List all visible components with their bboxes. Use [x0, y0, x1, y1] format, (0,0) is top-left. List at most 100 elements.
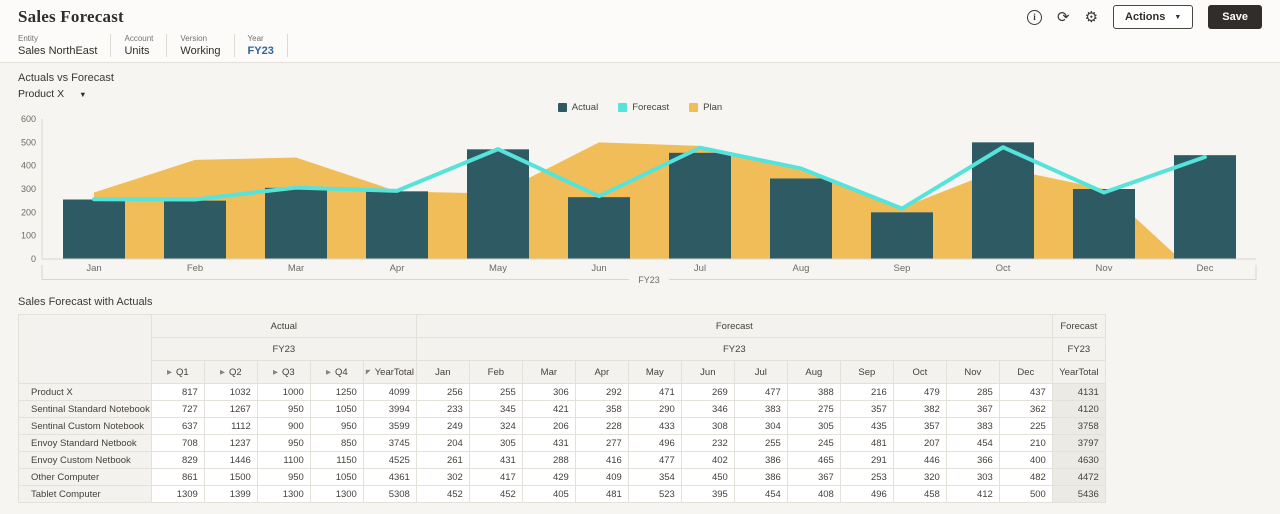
grid-cell[interactable]: 386: [733, 451, 788, 469]
grid-cell[interactable]: 4525: [362, 451, 417, 469]
grid-cell[interactable]: 1309: [150, 485, 205, 503]
actual-bar-aug[interactable]: [770, 178, 832, 260]
grid-cell[interactable]: 523: [627, 485, 682, 503]
grid-cell[interactable]: 288: [521, 451, 576, 469]
grid-cell[interactable]: 1300: [256, 485, 311, 503]
grid-cell[interactable]: 228: [574, 417, 629, 435]
grid-cell[interactable]: 1050: [309, 400, 364, 418]
grid-cell[interactable]: 496: [627, 434, 682, 452]
grid-cell[interactable]: 1500: [203, 468, 258, 486]
grid-cell[interactable]: 408: [786, 485, 841, 503]
grid-cell[interactable]: 4120: [1051, 400, 1106, 418]
actions-button[interactable]: Actions ▼: [1113, 5, 1194, 29]
grid-cell[interactable]: 232: [680, 434, 735, 452]
grid-cell[interactable]: 225: [998, 417, 1053, 435]
grid-cell[interactable]: 1237: [203, 434, 258, 452]
grid-cell[interactable]: 206: [521, 417, 576, 435]
grid-cell[interactable]: 306: [521, 383, 576, 401]
grid-cell[interactable]: 3745: [362, 434, 417, 452]
grid-cell[interactable]: 4361: [362, 468, 417, 486]
pov-item-version[interactable]: Version Working: [167, 34, 235, 57]
column-header-q2[interactable]: ▶ Q2: [203, 360, 258, 384]
grid-cell[interactable]: 285: [945, 383, 1000, 401]
grid-cell[interactable]: 412: [945, 485, 1000, 503]
actual-bar-feb[interactable]: [164, 200, 226, 259]
grid-cell[interactable]: 1112: [203, 417, 258, 435]
actual-bar-nov[interactable]: [1073, 189, 1135, 259]
grid-cell[interactable]: 324: [468, 417, 523, 435]
info-icon[interactable]: i: [1026, 9, 1042, 25]
grid-cell[interactable]: 367: [786, 468, 841, 486]
grid-cell[interactable]: 435: [839, 417, 894, 435]
grid-cell[interactable]: 304: [733, 417, 788, 435]
grid-cell[interactable]: 637: [150, 417, 205, 435]
grid-cell[interactable]: 477: [733, 383, 788, 401]
actual-bar-jun[interactable]: [568, 197, 630, 259]
pov-item-year[interactable]: Year FY23: [235, 34, 288, 57]
grid-cell[interactable]: 204: [415, 434, 470, 452]
row-header-envoy-standard-netbook[interactable]: Envoy Standard Netbook: [18, 434, 152, 452]
column-header-q1[interactable]: ▶ Q1: [150, 360, 205, 384]
grid-cell[interactable]: 1032: [203, 383, 258, 401]
actual-bar-jul[interactable]: [669, 152, 731, 259]
grid-cell[interactable]: 261: [415, 451, 470, 469]
grid-cell[interactable]: 409: [574, 468, 629, 486]
grid-cell[interactable]: 386: [733, 468, 788, 486]
actual-bar-dec[interactable]: [1174, 155, 1236, 259]
grid-cell[interactable]: 245: [786, 434, 841, 452]
grid-cell[interactable]: 358: [574, 400, 629, 418]
grid-cell[interactable]: 402: [680, 451, 735, 469]
grid-cell[interactable]: 479: [892, 383, 947, 401]
legend-item-forecast[interactable]: Forecast: [618, 102, 669, 113]
grid-cell[interactable]: 383: [733, 400, 788, 418]
product-selector[interactable]: Product X ▼: [18, 88, 87, 100]
grid-cell[interactable]: 269: [680, 383, 735, 401]
grid-cell[interactable]: 5308: [362, 485, 417, 503]
grid-cell[interactable]: 4472: [1051, 468, 1106, 486]
actual-bar-jan[interactable]: [63, 199, 125, 260]
grid-cell[interactable]: 233: [415, 400, 470, 418]
grid-cell[interactable]: 431: [468, 451, 523, 469]
grid-cell[interactable]: 256: [415, 383, 470, 401]
grid-cell[interactable]: 4630: [1051, 451, 1106, 469]
grid-cell[interactable]: 850: [309, 434, 364, 452]
grid-cell[interactable]: 382: [892, 400, 947, 418]
grid-cell[interactable]: 471: [627, 383, 682, 401]
gear-icon[interactable]: ⚙: [1084, 8, 1099, 26]
grid-cell[interactable]: 305: [786, 417, 841, 435]
grid-cell[interactable]: 275: [786, 400, 841, 418]
row-header-envoy-custom-netbook[interactable]: Envoy Custom Netbook: [18, 451, 152, 469]
legend-item-actual[interactable]: Actual: [557, 102, 598, 113]
actual-bar-mar[interactable]: [265, 187, 327, 259]
row-header-sentinal-custom-notebook[interactable]: Sentinal Custom Notebook: [18, 417, 152, 435]
grid-cell[interactable]: 249: [415, 417, 470, 435]
grid-cell[interactable]: 366: [945, 451, 1000, 469]
grid-cell[interactable]: 433: [627, 417, 682, 435]
grid-cell[interactable]: 437: [998, 383, 1053, 401]
column-header-q3[interactable]: ▶ Q3: [256, 360, 311, 384]
row-header-other-computer[interactable]: Other Computer: [18, 468, 152, 486]
grid-cell[interactable]: 302: [415, 468, 470, 486]
actual-bar-may[interactable]: [467, 149, 529, 259]
grid-cell[interactable]: 345: [468, 400, 523, 418]
grid-cell[interactable]: 255: [733, 434, 788, 452]
grid-cell[interactable]: 207: [892, 434, 947, 452]
row-header-product-x[interactable]: Product X: [18, 383, 152, 401]
grid-cell[interactable]: 416: [574, 451, 629, 469]
grid-cell[interactable]: 950: [256, 434, 311, 452]
grid-cell[interactable]: 400: [998, 451, 1053, 469]
grid-cell[interactable]: 452: [468, 485, 523, 503]
grid-cell[interactable]: 465: [786, 451, 841, 469]
grid-cell[interactable]: 452: [415, 485, 470, 503]
grid-cell[interactable]: 3994: [362, 400, 417, 418]
grid-cell[interactable]: 950: [309, 417, 364, 435]
grid-cell[interactable]: 357: [839, 400, 894, 418]
grid-cell[interactable]: 362: [998, 400, 1053, 418]
grid-cell[interactable]: 900: [256, 417, 311, 435]
expand-icon[interactable]: ▶: [273, 368, 278, 376]
grid-cell[interactable]: 405: [521, 485, 576, 503]
collapse-icon[interactable]: ◤: [365, 368, 371, 376]
grid-cell[interactable]: 357: [892, 417, 947, 435]
grid-cell[interactable]: 482: [998, 468, 1053, 486]
grid-cell[interactable]: 1250: [309, 383, 364, 401]
